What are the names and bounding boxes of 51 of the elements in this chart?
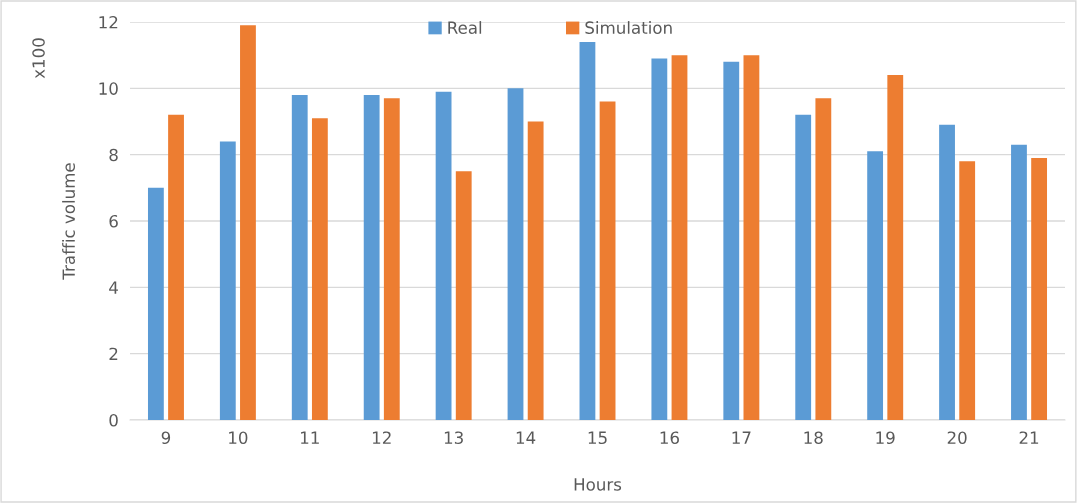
bar [147, 187, 164, 420]
x-tick-label: 13 [444, 431, 463, 445]
y-tick-label: 10 [99, 82, 118, 95]
x-tick-label: 10 [229, 431, 248, 445]
bar [795, 114, 812, 420]
legend-label: Simulation [585, 21, 672, 34]
bar [939, 124, 955, 420]
bar [219, 141, 236, 420]
x-tick-label: 21 [1019, 431, 1039, 444]
x-tick-label: 9 [161, 431, 171, 445]
bar [743, 55, 760, 420]
bar [1011, 144, 1027, 420]
x-tick-label: 14 [516, 431, 536, 444]
text: x100 [32, 38, 45, 79]
bar [363, 94, 380, 420]
y-tick-label: 12 [99, 15, 118, 29]
x-tick-label: 11 [301, 431, 319, 444]
x-tick-label: 17 [732, 431, 751, 444]
bar [599, 101, 616, 420]
bar [507, 88, 524, 420]
bar [168, 114, 184, 420]
x-tick-label: 20 [947, 431, 967, 445]
bar [311, 118, 328, 420]
bar [435, 91, 452, 420]
bar [291, 94, 308, 420]
bar [959, 161, 976, 420]
bar [527, 121, 544, 420]
y-tick-label: 6 [109, 214, 118, 228]
y-tick-label: 8 [109, 148, 118, 162]
bar [651, 58, 668, 420]
bar [455, 171, 472, 420]
x-tick-label: 16 [660, 431, 679, 445]
x-tick-label: 19 [876, 431, 895, 445]
bar [867, 151, 884, 420]
x-tick-label: 15 [588, 431, 607, 445]
bar [383, 98, 400, 420]
y-tick-label: 2 [109, 347, 118, 360]
bar [671, 55, 688, 420]
bar [1031, 157, 1048, 420]
x-tick-label: 18 [804, 431, 823, 445]
y-tick-label: 0 [109, 413, 118, 427]
bar [815, 98, 832, 420]
x-axis-title: Hours [574, 478, 622, 491]
x-tick-label: 12 [372, 431, 391, 444]
y-axis-title: Traffic volume [62, 163, 76, 280]
y-tick-label: 4 [109, 281, 118, 294]
bar [240, 25, 256, 420]
legend-label: Real [448, 21, 482, 34]
bar [723, 61, 740, 420]
bar [579, 41, 596, 420]
bar [887, 75, 904, 420]
